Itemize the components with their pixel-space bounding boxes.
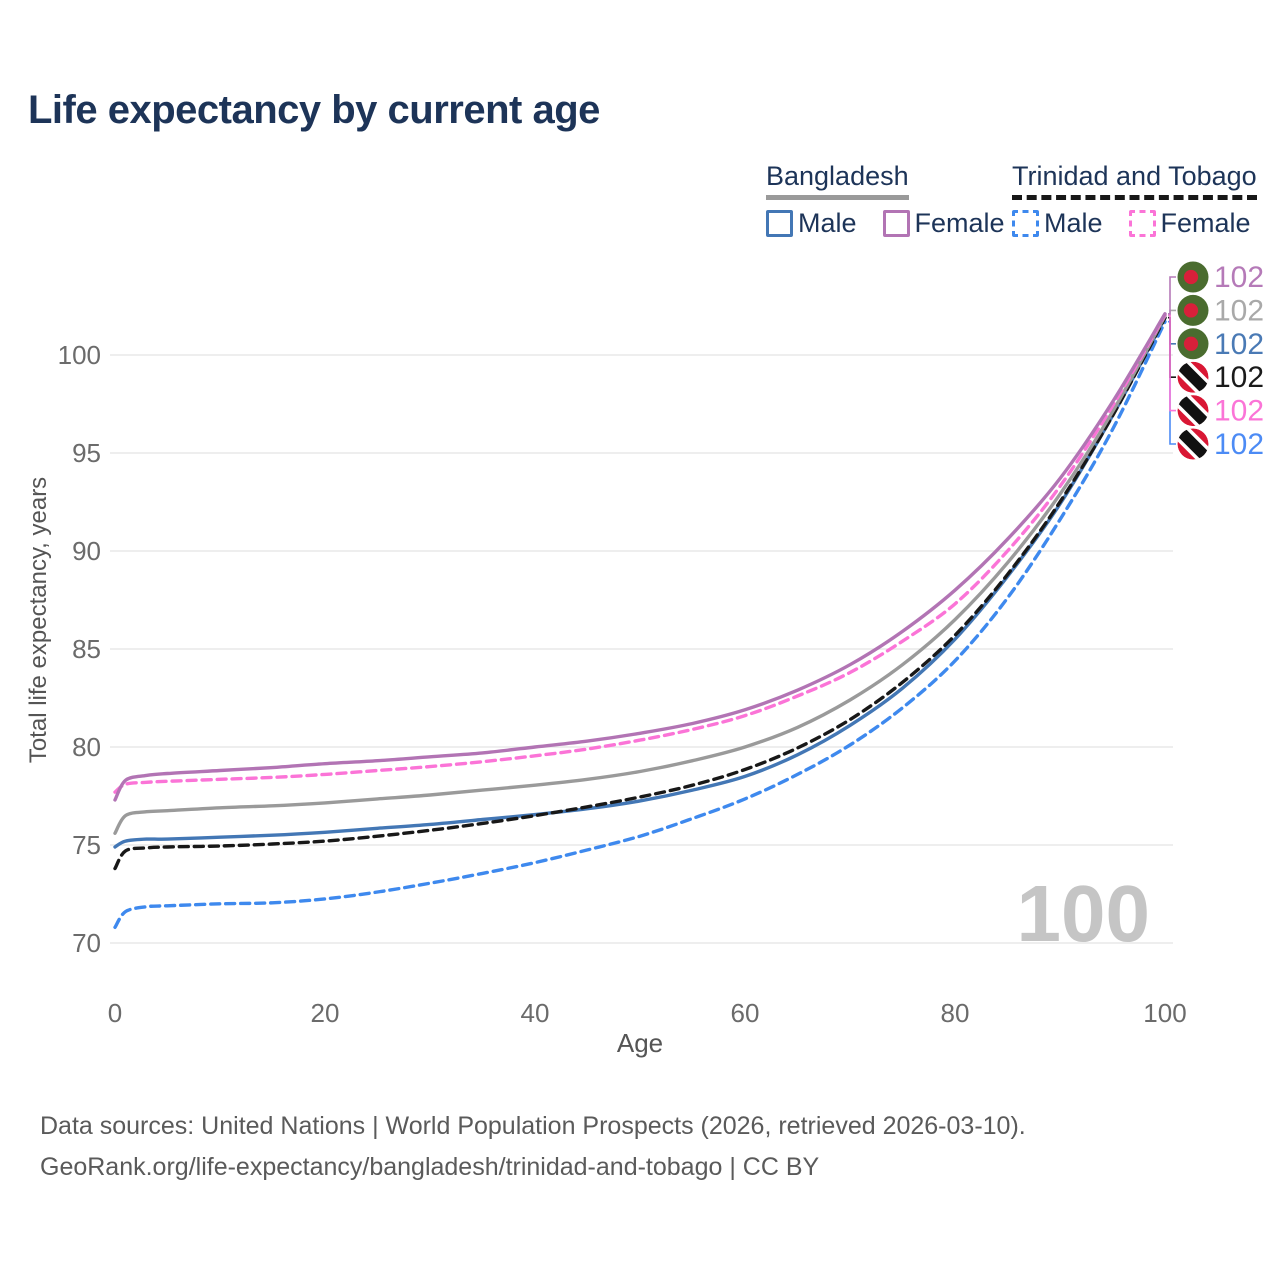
- legend-country-label-trinidad-and-tobago: Trinidad and Tobago: [1012, 161, 1257, 200]
- y-tick-label-70: 70: [72, 928, 101, 958]
- series-line-trinidad-and-tobago-female: [113, 313, 1167, 794]
- legend-group-trinidad-and-tobago: Trinidad and Tobago Male Female: [1012, 161, 1257, 239]
- legend-country-label-bangladesh: Bangladesh: [766, 161, 909, 200]
- legend-item-label: Male: [798, 208, 857, 238]
- x-axis-title: Age: [617, 1028, 663, 1058]
- legend-item-label: Female: [914, 208, 1005, 238]
- y-axis-title: Total life expectancy, years: [25, 477, 52, 763]
- y-tick-label-95: 95: [72, 438, 101, 468]
- y-tick-label-80: 80: [72, 732, 101, 762]
- legend-items-bangladesh: Male Female: [766, 208, 1005, 239]
- series-line-bangladesh-female: [113, 312, 1167, 802]
- y-tick-label-100: 100: [58, 340, 101, 370]
- x-tick-label-80: 80: [941, 998, 970, 1028]
- series-line-bangladesh-both-sexes: [113, 314, 1167, 835]
- legend-swatch-bangladesh-female: [882, 210, 910, 237]
- age-indicator: 100: [1017, 869, 1150, 958]
- y-tick-label-90: 90: [72, 536, 101, 566]
- x-tick-label-100: 100: [1143, 998, 1186, 1028]
- label-connector-trinidad-and-tobago-female: [1168, 314, 1176, 412]
- flag-icon-bangladesh: [1177, 294, 1209, 326]
- label-connector-trinidad-and-tobago-male: [1168, 320, 1176, 445]
- legend-group-bangladesh: Bangladesh Male Female: [766, 161, 1005, 239]
- flag-icon-trinidad-and-tobago: [1177, 361, 1209, 393]
- legend-swatch-trinidad-female: [1128, 210, 1156, 237]
- legend-item-bangladesh-female[interactable]: Female: [882, 208, 1005, 239]
- legend-item-trinidad-female[interactable]: Female: [1128, 208, 1251, 239]
- y-tick-label-85: 85: [72, 634, 101, 664]
- data-sources-text: Data sources: United Nations | World Pop…: [40, 1112, 1026, 1140]
- x-tick-label-0: 0: [108, 998, 122, 1028]
- flag-icon-bangladesh: [1177, 261, 1209, 293]
- x-tick-label-60: 60: [731, 998, 760, 1028]
- label-connector-trinidad-and-tobago-both-sexes: [1168, 316, 1176, 378]
- y-tick-label-75: 75: [72, 830, 101, 860]
- label-connector-bangladesh-both-sexes: [1168, 309, 1176, 317]
- legend-items-trinidad-and-tobago: Male Female: [1012, 208, 1257, 239]
- end-value-label-trinidad-and-tobago-both-sexes: 102: [1214, 361, 1264, 394]
- series-line-bangladesh-male: [113, 316, 1167, 849]
- series-line-trinidad-and-tobago-both-sexes: [113, 316, 1167, 871]
- series-line-trinidad-and-tobago-male: [113, 320, 1167, 930]
- flag-icon-trinidad-and-tobago: [1177, 428, 1209, 460]
- end-value-label-trinidad-and-tobago-female: 102: [1214, 395, 1264, 428]
- legend-item-trinidad-male[interactable]: Male: [1012, 208, 1103, 239]
- flag-icon-trinidad-and-tobago: [1177, 395, 1209, 427]
- x-tick-label-20: 20: [311, 998, 340, 1028]
- end-value-label-bangladesh-both-sexes: 102: [1214, 294, 1264, 327]
- legend-item-label: Female: [1160, 208, 1251, 238]
- flag-icon-bangladesh: [1177, 328, 1209, 360]
- x-tick-label-40: 40: [521, 998, 550, 1028]
- legend-item-bangladesh-male[interactable]: Male: [766, 208, 857, 239]
- end-value-label-trinidad-and-tobago-male: 102: [1214, 428, 1264, 461]
- label-connector-bangladesh-male: [1168, 316, 1176, 345]
- end-value-label-bangladesh-female: 102: [1214, 261, 1264, 294]
- legend-swatch-trinidad-male: [1012, 210, 1039, 237]
- label-connector-bangladesh-female: [1168, 276, 1176, 315]
- attribution-text: GeoRank.org/life-expectancy/bangladesh/t…: [40, 1153, 820, 1181]
- chart-footer: Data sources: United Nations | World Pop…: [40, 1106, 1026, 1188]
- legend-item-label: Male: [1044, 208, 1103, 238]
- end-value-label-bangladesh-male: 102: [1214, 328, 1264, 361]
- legend-swatch-bangladesh-male: [766, 210, 793, 237]
- page-title: Life expectancy by current age: [28, 88, 600, 132]
